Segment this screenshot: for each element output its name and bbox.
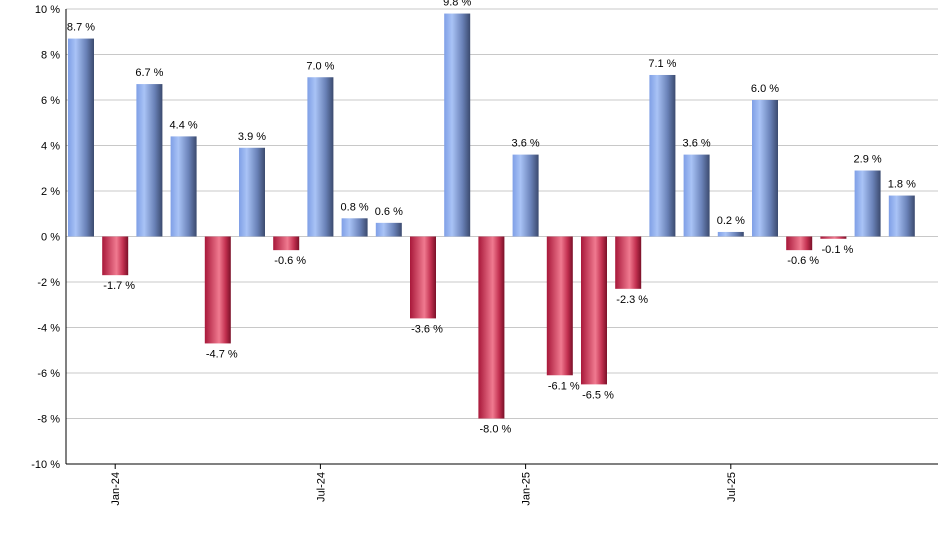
y-tick-label: -10 % (31, 459, 60, 471)
data-label: -2.3 % (616, 294, 648, 306)
bar-Dec-23 (68, 38, 94, 237)
bar-Sep-25 (786, 236, 813, 251)
x-tick-label: Jul-25 (726, 472, 738, 502)
bar-Jun-24 (273, 236, 300, 251)
data-label: -4.7 % (206, 348, 238, 360)
data-label: 6.0 % (751, 83, 779, 95)
data-label: 4.4 % (170, 119, 198, 131)
bar-Oct-25 (820, 236, 847, 239)
data-label: 0.8 % (341, 201, 369, 213)
y-tick-label: -4 % (37, 323, 60, 335)
bar-Mar-24 (170, 136, 197, 237)
data-label: 0.2 % (717, 215, 745, 227)
data-label: -0.1 % (822, 244, 854, 256)
data-label: 1.8 % (888, 179, 916, 191)
data-label: -1.7 % (103, 280, 135, 292)
y-tick-label: 10 % (35, 4, 60, 16)
bar-Feb-24 (136, 84, 163, 237)
x-tick-label: Jan-24 (110, 472, 122, 506)
data-label: 9.8 % (443, 0, 471, 9)
data-label: -0.6 % (274, 255, 306, 267)
bar-Dec-24 (478, 236, 505, 419)
bar-Aug-24 (341, 218, 368, 237)
bar-Apr-24 (204, 236, 231, 344)
data-label: 8.7 % (67, 22, 95, 34)
x-tick-label: Jan-25 (521, 472, 533, 506)
data-label: -3.6 % (411, 323, 443, 335)
y-tick-label: -2 % (37, 277, 60, 289)
data-label: -6.1 % (548, 380, 580, 392)
bar-Jul-25 (717, 231, 744, 237)
data-label: -8.0 % (480, 424, 512, 436)
bar-Oct-24 (410, 236, 436, 319)
bar-Nov-25 (854, 170, 881, 237)
data-label: 2.9 % (854, 154, 882, 166)
data-label: 3.9 % (238, 131, 266, 143)
bar-Jan-25 (512, 154, 539, 237)
bar-Apr-25 (615, 236, 642, 289)
bar-Dec-25 (888, 195, 915, 237)
data-label: 7.0 % (306, 60, 334, 72)
y-tick-label: 8 % (41, 50, 60, 62)
y-tick-label: -6 % (37, 368, 60, 380)
bar-May-25 (649, 74, 676, 237)
y-tick-label: 4 % (41, 141, 60, 153)
bar-Mar-25 (581, 236, 607, 385)
bar-May-24 (239, 147, 265, 237)
data-label: -6.5 % (582, 389, 614, 401)
bar-Nov-24 (444, 13, 471, 237)
data-label: 3.6 % (512, 138, 540, 150)
bar-Feb-25 (546, 236, 573, 376)
y-tick-label: 2 % (41, 186, 60, 198)
x-tick-label: Jul-24 (315, 472, 327, 502)
bar-Sep-24 (375, 222, 402, 237)
bar-Aug-25 (752, 100, 778, 237)
data-label: 7.1 % (648, 58, 676, 70)
data-label: 6.7 % (135, 67, 163, 79)
y-tick-label: 6 % (41, 95, 60, 107)
data-label: -0.6 % (787, 255, 819, 267)
y-tick-label: 0 % (41, 232, 60, 244)
bar-Jan-24 (102, 236, 129, 276)
data-label: 0.6 % (375, 206, 403, 218)
y-tick-label: -8 % (37, 414, 60, 426)
bar-Jul-24 (307, 77, 334, 237)
bar-Jun-25 (683, 154, 710, 237)
data-label: 3.6 % (683, 138, 711, 150)
